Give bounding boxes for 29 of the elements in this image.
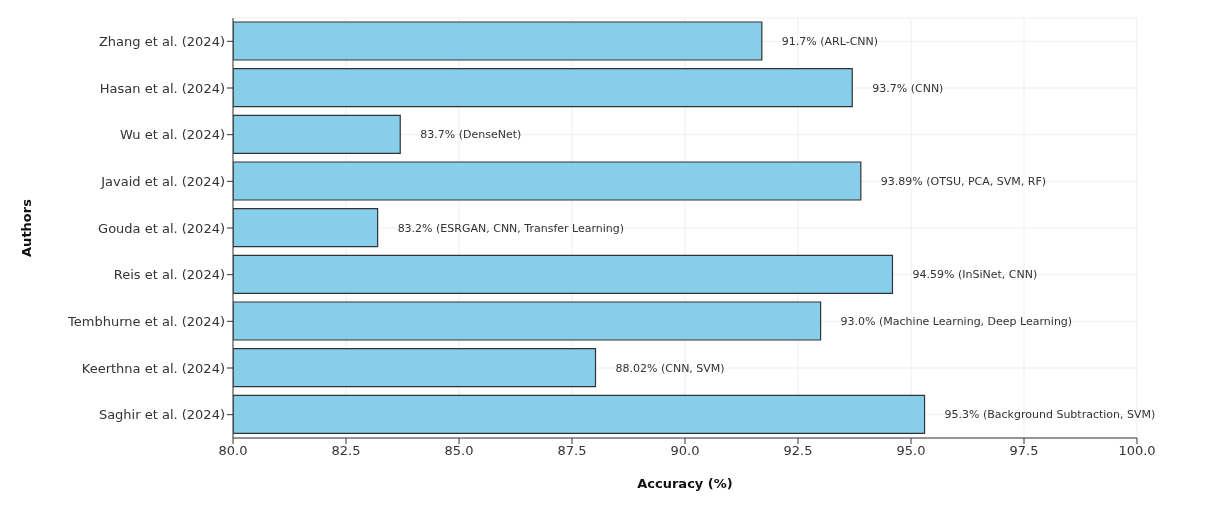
data-label: 83.7% (DenseNet) [420,128,522,142]
data-label: 88.02% (CNN, SVM) [615,361,725,375]
data-label: 93.7% (CNN) [872,81,944,95]
x-axis-title: Accuracy (%) [637,476,733,491]
x-tick-label: 97.5 [1009,443,1039,459]
data-label: 93.89% (OTSU, PCA, SVM, RF) [880,174,1047,188]
x-tick-label: 85.0 [444,443,474,459]
x-tick-label: 95.0 [896,443,926,459]
y-tick-label: Gouda et al. (2024) [98,220,225,236]
x-tick-label: 92.5 [783,443,813,459]
data-label: 94.59% (InSiNet, CNN) [912,268,1038,282]
y-axis-title: Authors [18,198,34,257]
data-label: 95.3% (Background Subtraction, SVM) [944,408,1156,422]
y-tick-label: Saghir et al. (2024) [98,407,225,423]
y-tick-label: Wu et al. (2024) [119,127,225,143]
x-tick-label: 82.5 [331,443,361,459]
x-tick-label: 100.0 [1118,443,1156,459]
y-tick-label: Keerthna et al. (2024) [81,360,225,376]
x-tick-label: 87.5 [557,443,587,459]
data-label: 91.7% (ARL-CNN) [781,34,879,48]
y-tick-label: Javaid et al. (2024) [100,173,225,189]
data-label: 93.0% (Machine Learning, Deep Learning) [840,314,1073,328]
y-tick-label: Tembhurne et al. (2024) [67,313,225,329]
y-tick-label: Reis et al. (2024) [113,267,225,283]
y-tick-label: Hasan et al. (2024) [99,80,225,96]
x-tick-label: 80.0 [218,443,248,459]
y-tick-label: Zhang et al. (2024) [98,33,225,49]
data-label: 83.2% (ESRGAN, CNN, Transfer Learning) [397,221,625,235]
x-tick-label: 90.0 [670,443,700,459]
